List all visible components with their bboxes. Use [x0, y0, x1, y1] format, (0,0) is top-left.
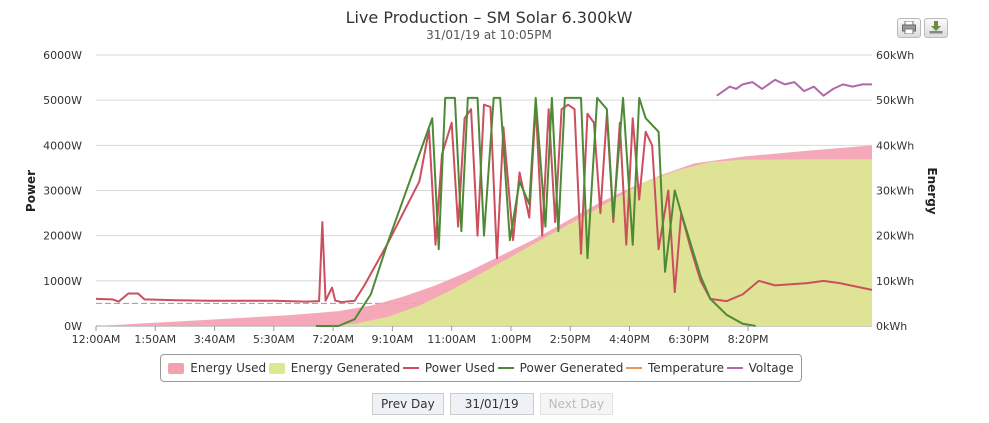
y-left-tick-label: 0W — [64, 320, 82, 333]
y-left-tick-label: 3000W — [43, 185, 82, 198]
y-right-tick-label: 50kWh — [876, 94, 914, 107]
legend-swatch — [497, 367, 514, 369]
legend-label: Temperature — [648, 361, 725, 375]
y-left-tick-label: 1000W — [43, 275, 82, 288]
x-tick-label: 1:50AM — [134, 333, 176, 346]
legend-swatch — [726, 367, 743, 369]
legend-swatch — [268, 362, 285, 374]
legend-label: Energy Used — [190, 361, 267, 375]
day-navigation: Prev Day 31/01/19 Next Day — [372, 393, 614, 415]
x-tick-label: 12:00AM — [72, 333, 121, 346]
legend-label: Power Generated — [519, 361, 624, 375]
x-tick-label: 6:30PM — [668, 333, 709, 346]
legend-item-voltage[interactable]: Voltage — [726, 361, 794, 375]
y-axis-right-title: Energy — [925, 167, 939, 214]
y-axis-left-title: Power — [24, 170, 38, 212]
y-right-tick-label: 60kWh — [876, 49, 914, 62]
y-axis-right: 0kWh 10kWh 20kWh 30kWh 40kWh 50kWh 60kWh — [876, 49, 914, 333]
y-left-tick-label: 6000W — [43, 49, 82, 62]
y-right-tick-label: 10kWh — [876, 275, 914, 288]
x-tick-label: 2:50PM — [550, 333, 591, 346]
power-generated-line — [315, 96, 756, 327]
x-tick-label: 5:30AM — [253, 333, 295, 346]
y-right-tick-label: 30kWh — [876, 185, 914, 198]
chart-title: Live Production – SM Solar 6.300kW — [346, 8, 633, 27]
prev-day-button[interactable]: Prev Day — [372, 393, 444, 415]
print-button[interactable] — [897, 18, 921, 38]
legend-item-power-generated[interactable]: Power Generated — [497, 361, 624, 375]
legend-item-energy-generated[interactable]: Energy Generated — [268, 361, 401, 375]
x-tick-label: 11:00AM — [427, 333, 476, 346]
legend-swatch — [168, 362, 185, 374]
x-tick-label: 9:10AM — [372, 333, 414, 346]
legend-item-temperature[interactable]: Temperature — [626, 361, 724, 375]
legend-item-energy-used[interactable]: Energy Used — [168, 361, 266, 375]
y-right-tick-label: 40kWh — [876, 139, 914, 152]
y-right-tick-label: 20kWh — [876, 230, 914, 243]
legend-swatch — [626, 367, 643, 369]
y-right-tick-label: 0kWh — [876, 320, 907, 333]
legend-label: Power Used — [424, 361, 496, 375]
y-left-tick-label: 5000W — [43, 94, 82, 107]
x-tick-label: 4:40PM — [609, 333, 650, 346]
x-tick-label: 1:00PM — [491, 333, 532, 346]
y-left-tick-label: 4000W — [43, 139, 82, 152]
next-day-button[interactable]: Next Day — [539, 393, 614, 415]
download-icon — [929, 21, 943, 34]
chart-legend: Energy Used Energy Generated Power Used Pow… — [160, 354, 802, 382]
x-tick-label: 3:40AM — [194, 333, 236, 346]
voltage-line — [716, 78, 872, 97]
legend-swatch — [402, 367, 419, 369]
printer-icon — [902, 21, 916, 34]
download-button[interactable] — [924, 18, 948, 38]
y-left-tick-label: 2000W — [43, 230, 82, 243]
chart-subtitle: 31/01/19 at 10:05PM — [426, 28, 552, 42]
legend-item-power-used[interactable]: Power Used — [402, 361, 496, 375]
x-axis: 12:00AM 1:50AM 3:40AM 5:30AM 7:20AM 9:10AM 11:… — [72, 326, 769, 346]
current-date: 31/01/19 — [449, 393, 534, 415]
legend-label: Energy Generated — [290, 361, 401, 375]
x-tick-label: 8:20PM — [728, 333, 769, 346]
y-axis-left: 0W 1000W 2000W 3000W 4000W 5000W 6000W — [43, 49, 82, 333]
line-series — [95, 78, 873, 327]
x-tick-label: 7:20AM — [312, 333, 354, 346]
legend-label: Voltage — [748, 361, 794, 375]
